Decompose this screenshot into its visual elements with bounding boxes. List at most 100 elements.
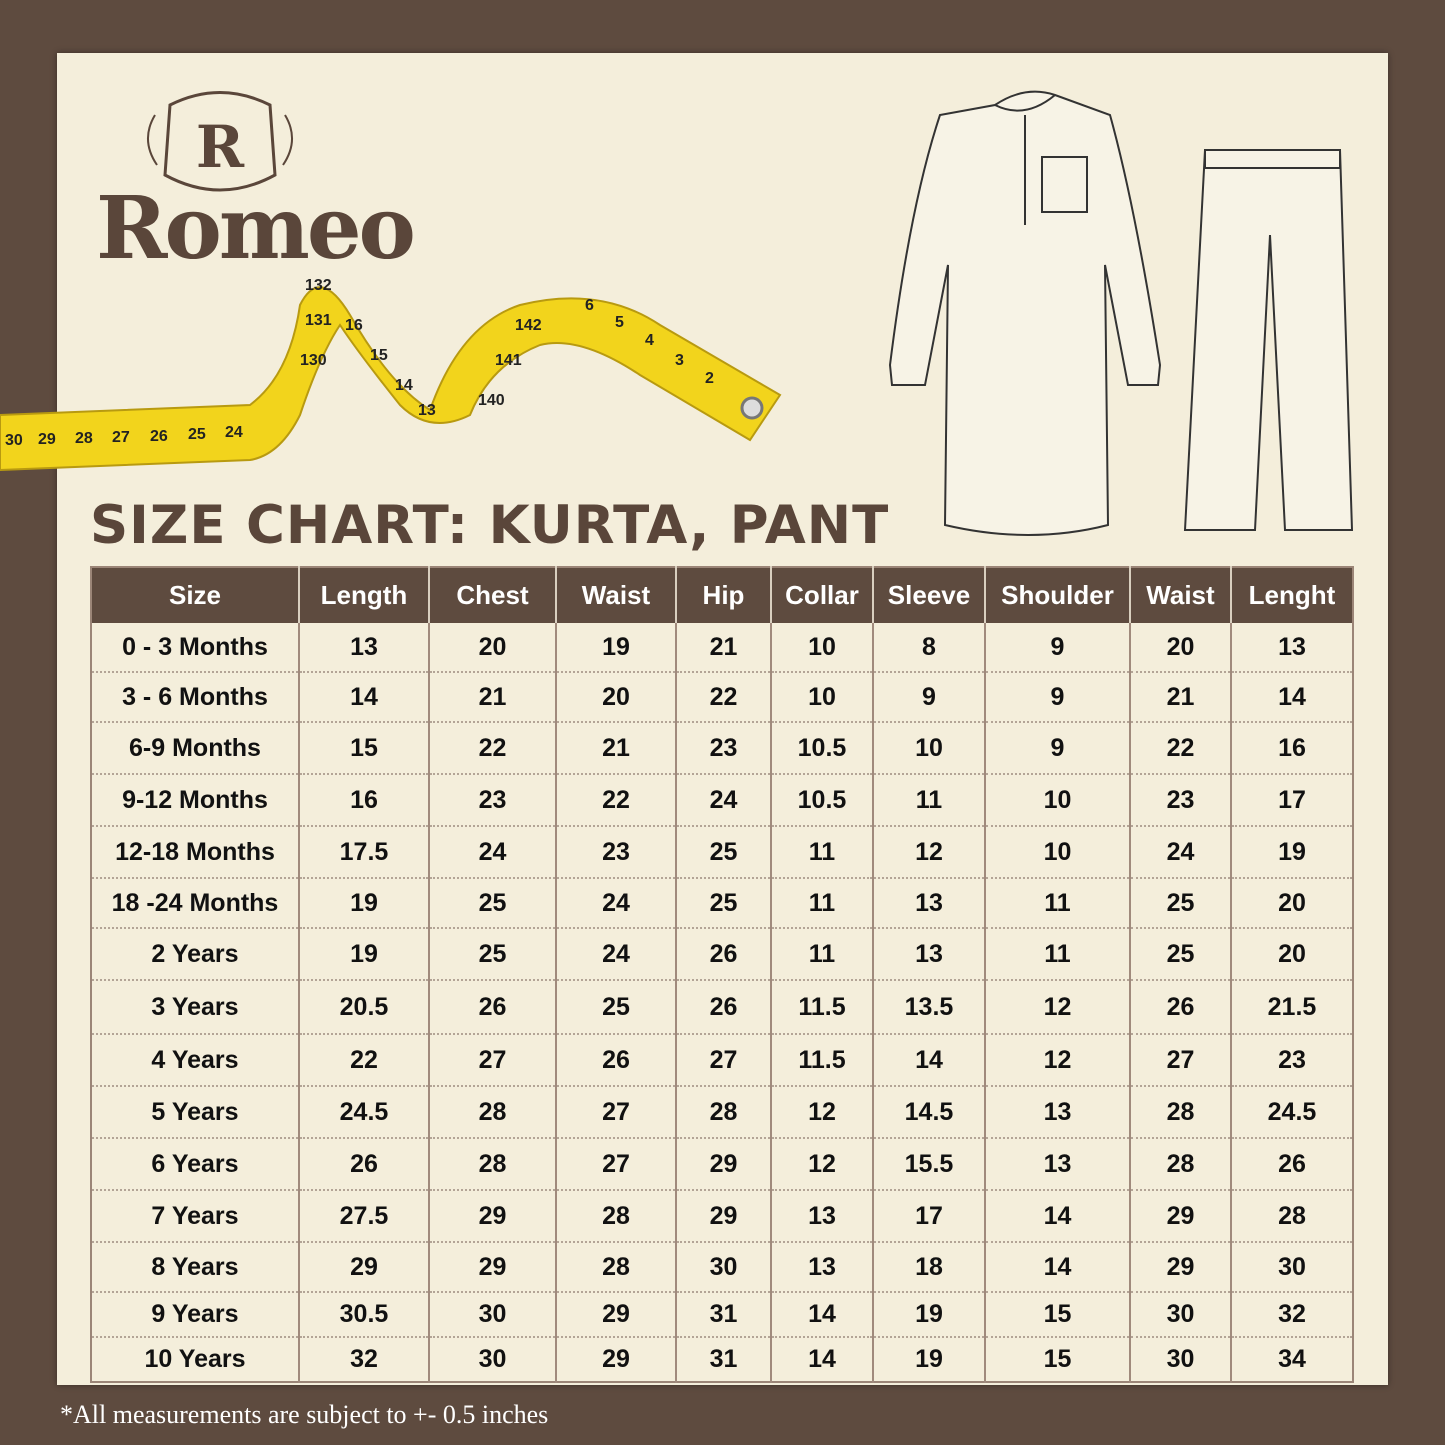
measurement-cell: 16 <box>298 774 429 827</box>
size-label-cell: 3 Years <box>91 980 299 1035</box>
measurement-cell: 28 <box>675 1086 771 1139</box>
column-header: Lenght <box>1230 567 1353 623</box>
measurement-cell: 19 <box>872 1337 985 1382</box>
table-header-row: Size Length Chest Waist Hip Collar Sleeve Shoul… <box>91 567 1353 623</box>
measurement-cell: 29 <box>298 1242 429 1293</box>
measurement-cell: 28 <box>555 1190 676 1243</box>
measurement-cell: 15 <box>298 722 429 775</box>
measurement-cell: 10 <box>984 826 1130 879</box>
table-row: 5 Years 24.5 28 27 28 12 14.5 13 28 24.5 <box>91 1086 1353 1139</box>
svg-text:140: 140 <box>478 392 505 409</box>
svg-text:29: 29 <box>38 431 56 448</box>
measurement-cell: 29 <box>555 1292 676 1338</box>
measurement-cell: 16 <box>1230 722 1353 775</box>
measurement-cell: 11 <box>984 878 1130 929</box>
page-title: SIZE CHART: KURTA, PANT <box>90 495 890 556</box>
svg-text:130: 130 <box>300 352 327 369</box>
measurement-cell: 29 <box>1129 1242 1231 1293</box>
measurement-cell: 28 <box>1129 1086 1231 1139</box>
measurement-cell: 32 <box>298 1337 429 1382</box>
measurement-cell: 13 <box>984 1086 1130 1139</box>
measurement-cell: 12 <box>770 1138 873 1191</box>
measurement-cell: 27 <box>675 1034 771 1087</box>
measurement-cell: 12 <box>872 826 985 879</box>
measurement-cell: 17.5 <box>298 826 429 879</box>
measurement-cell: 29 <box>428 1190 556 1243</box>
measurement-cell: 28 <box>428 1138 556 1191</box>
svg-text:16: 16 <box>345 317 363 334</box>
measurement-cell: 22 <box>675 672 771 723</box>
size-label-cell: 9-12 Months <box>91 774 299 827</box>
measurement-cell: 10 <box>984 774 1130 827</box>
measurement-cell: 26 <box>1129 980 1231 1035</box>
measurement-cell: 14 <box>872 1034 985 1087</box>
measurement-cell: 18 <box>872 1242 985 1293</box>
measurement-cell: 10 <box>770 672 873 723</box>
brand-name: Romeo <box>96 178 416 279</box>
measurement-cell: 23 <box>428 774 556 827</box>
size-label-cell: 12-18 Months <box>91 826 299 879</box>
measurement-cell: 13 <box>1230 623 1353 673</box>
measurement-cell: 27 <box>1129 1034 1231 1087</box>
measurement-cell: 29 <box>555 1337 676 1382</box>
measurement-cell: 13 <box>872 928 985 981</box>
svg-text:30: 30 <box>5 432 23 449</box>
size-label-cell: 0 - 3 Months <box>91 623 299 673</box>
measurement-cell: 9 <box>872 672 985 723</box>
table-row: 10 Years 32 30 29 31 14 19 15 30 34 <box>91 1337 1353 1382</box>
svg-text:141: 141 <box>495 352 522 369</box>
measurement-cell: 13 <box>770 1242 873 1293</box>
measurement-cell: 11 <box>770 928 873 981</box>
measurement-cell: 11 <box>872 774 985 827</box>
measurement-cell: 30 <box>1129 1337 1231 1382</box>
kurta-pant-illustration <box>888 90 1354 536</box>
measurement-cell: 10.5 <box>770 774 873 827</box>
measurement-cell: 15 <box>984 1292 1130 1338</box>
measurement-cell: 24 <box>428 826 556 879</box>
measurement-cell: 10.5 <box>770 722 873 775</box>
measurement-cell: 24.5 <box>298 1086 429 1139</box>
measurement-cell: 25 <box>1129 928 1231 981</box>
column-header: Waist <box>555 567 676 623</box>
svg-text:27: 27 <box>112 429 130 446</box>
measurement-cell: 13.5 <box>872 980 985 1035</box>
table-row: 0 - 3 Months 13 20 19 21 10 8 9 20 13 <box>91 623 1353 673</box>
measurement-cell: 24.5 <box>1230 1086 1353 1139</box>
table-row: 6 Years 26 28 27 29 12 15.5 13 28 26 <box>91 1138 1353 1191</box>
measurement-cell: 12 <box>770 1086 873 1139</box>
column-header: Collar <box>770 567 873 623</box>
measurement-cell: 24 <box>675 774 771 827</box>
measurement-cell: 28 <box>428 1086 556 1139</box>
measurement-cell: 29 <box>428 1242 556 1293</box>
measurement-cell: 28 <box>1129 1138 1231 1191</box>
table-row: 3 Years 20.5 26 25 26 11.5 13.5 12 26 21.5 <box>91 980 1353 1035</box>
measurement-cell: 28 <box>555 1242 676 1293</box>
measurement-cell: 14 <box>770 1292 873 1338</box>
measurement-cell: 8 <box>872 623 985 673</box>
size-label-cell: 2 Years <box>91 928 299 981</box>
measurement-cell: 29 <box>675 1190 771 1243</box>
measurement-cell: 26 <box>675 928 771 981</box>
measurement-cell: 14 <box>1230 672 1353 723</box>
size-label-cell: 18 -24 Months <box>91 878 299 929</box>
svg-text:28: 28 <box>75 430 93 447</box>
measurement-cell: 26 <box>298 1138 429 1191</box>
measurement-cell: 31 <box>675 1292 771 1338</box>
measurement-cell: 22 <box>555 774 676 827</box>
measurement-cell: 23 <box>1230 1034 1353 1087</box>
measurement-cell: 9 <box>984 623 1130 673</box>
measurement-cell: 21 <box>428 672 556 723</box>
measurement-cell: 30 <box>428 1292 556 1338</box>
table-row: 8 Years 29 29 28 30 13 18 14 29 30 <box>91 1242 1353 1293</box>
measurement-cell: 12 <box>984 980 1130 1035</box>
measurement-cell: 26 <box>675 980 771 1035</box>
column-header: Length <box>298 567 429 623</box>
measurement-cell: 23 <box>675 722 771 775</box>
measurement-cell: 17 <box>872 1190 985 1243</box>
measurement-cell: 10 <box>770 623 873 673</box>
size-label-cell: 9 Years <box>91 1292 299 1338</box>
column-header: Waist <box>1129 567 1231 623</box>
svg-text:26: 26 <box>150 428 168 445</box>
measurement-cell: 30 <box>1129 1292 1231 1338</box>
pant-drawing <box>1183 149 1354 531</box>
